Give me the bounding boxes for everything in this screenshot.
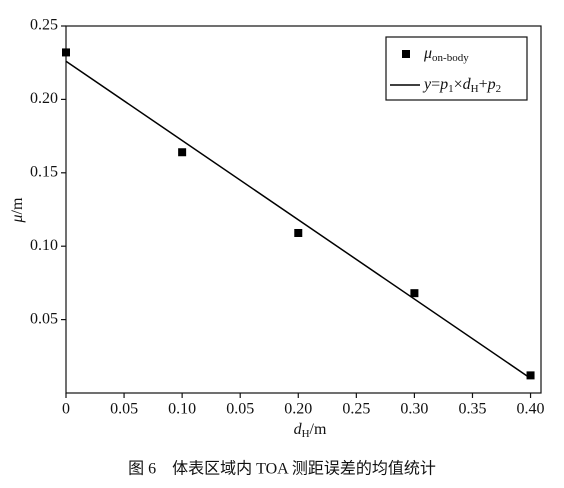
plot-frame	[65, 25, 542, 394]
x-tick-label: 0.20	[284, 401, 312, 418]
y-tick-label: 0.20	[30, 90, 58, 107]
legend-label: μon-body	[423, 45, 469, 64]
x-tick-label: 0.05	[110, 401, 138, 418]
marker	[410, 289, 419, 298]
text-part: ×	[454, 76, 463, 93]
y-tick-label: 0.25	[30, 17, 58, 34]
text-part: 2	[496, 83, 502, 95]
x-tick-label: 0	[62, 401, 70, 418]
x-tick-label: 0.05	[226, 401, 254, 418]
y-tick-label: 0.15	[30, 163, 58, 180]
marker	[294, 228, 303, 237]
y-tick-label: 0.10	[30, 237, 58, 254]
text-part: =	[431, 76, 440, 93]
text-part: H	[471, 83, 479, 95]
x-tick-label: 0.30	[400, 401, 428, 418]
text-part: /m	[9, 197, 26, 214]
y-axis-label: μ/m	[9, 197, 26, 223]
text-part: 1	[448, 83, 454, 95]
text-part: p	[487, 76, 496, 93]
legend-box	[385, 36, 528, 101]
text-part: p	[439, 76, 448, 93]
marker	[178, 148, 187, 157]
y-tick-label: 0.05	[30, 310, 58, 327]
text-part: μ	[423, 45, 432, 62]
text-part: +	[479, 76, 488, 93]
text-part: y	[422, 76, 432, 93]
x-axis-label: dH/m	[294, 421, 327, 440]
fit-line	[65, 60, 531, 379]
text-part: /m	[310, 421, 327, 438]
x-tick-label: 0.40	[517, 401, 545, 418]
text-part: H	[302, 428, 310, 440]
caption: 图 6 体表区域内 TOA 测距误差的均值统计	[128, 460, 436, 478]
legend-marker	[402, 50, 410, 58]
text-part: d	[294, 421, 303, 438]
x-tick-label: 0.35	[458, 401, 486, 418]
legend-label: y=p1×dH+p2	[422, 76, 501, 95]
x-tick-label: 0.25	[342, 401, 370, 418]
text-part: on-body	[432, 52, 469, 64]
marker	[526, 371, 535, 380]
x-tick-label: 0.10	[168, 401, 196, 418]
marker	[62, 48, 70, 57]
text-part: μ	[9, 214, 26, 223]
text-part: d	[463, 76, 472, 93]
